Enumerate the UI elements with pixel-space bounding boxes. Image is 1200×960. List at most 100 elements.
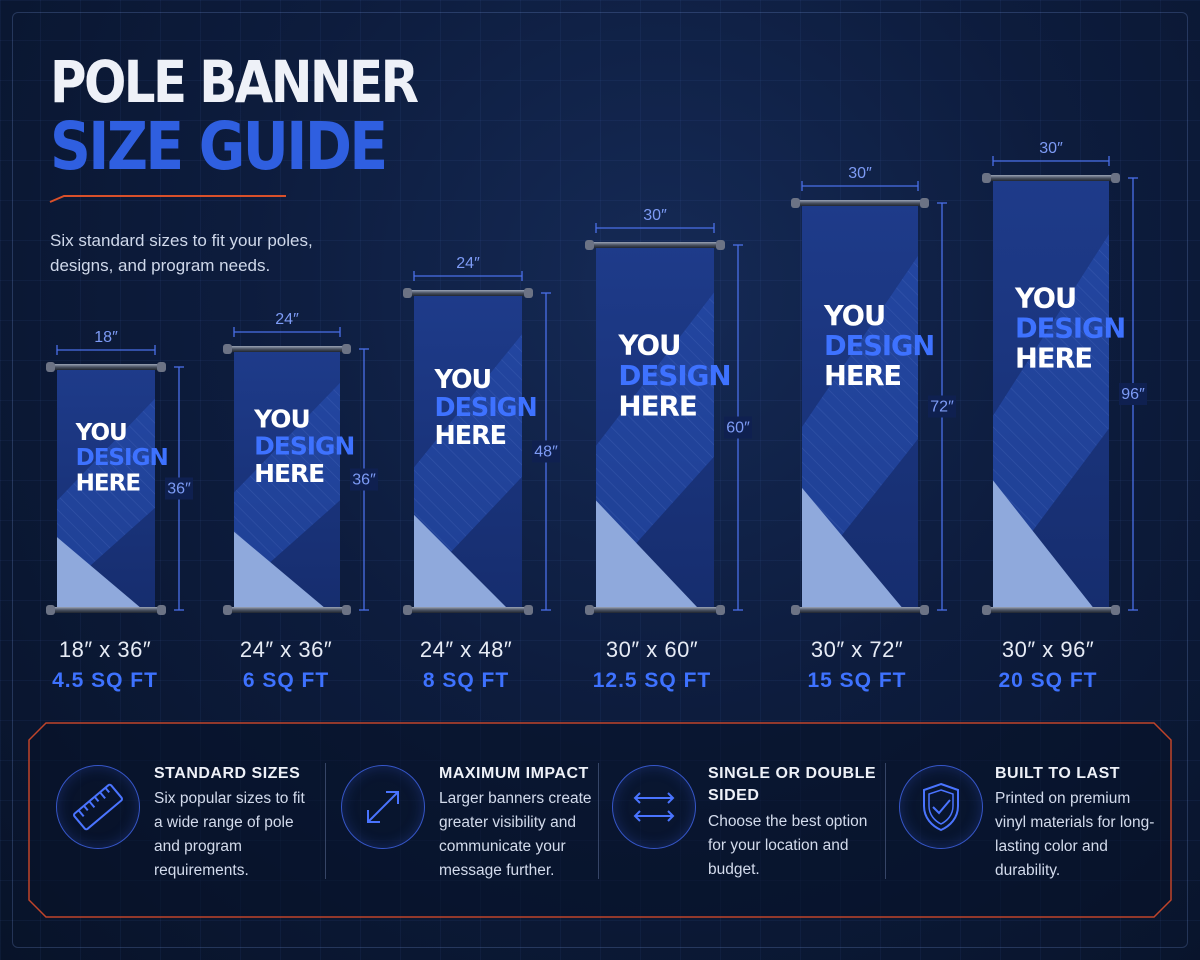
height-label-bg (724, 416, 752, 439)
diagonal-arrows-icon (341, 765, 425, 849)
shield-icon (899, 765, 983, 849)
feature-built-to-last: BUILT TO LAST Printed on premium vinyl m… (899, 745, 1161, 895)
pole-rod (50, 364, 162, 370)
banner-text-you: YOU (823, 301, 885, 332)
banner-light-corner (596, 500, 700, 610)
banner-sqft-label: 8 SQ FT (422, 669, 510, 692)
width-label: 18″ (94, 329, 118, 346)
banner-text-you: YOU (1014, 284, 1076, 315)
feature-text: Choose the best option for your location… (708, 813, 868, 878)
feature-divider (325, 763, 326, 879)
rod-end-cap (157, 362, 166, 372)
banner-sqft-label: 4.5 SQ FT (52, 669, 158, 692)
rod-end-cap (585, 605, 594, 615)
height-label-bg (928, 395, 956, 418)
feature-standard-sizes: STANDARD SIZES Six popular sizes to fit … (56, 745, 306, 895)
banner-size-label: 30″ x 72″ (810, 637, 904, 662)
feature-title: SINGLE OR DOUBLE SIDED (708, 765, 877, 804)
feature-maximum-impact: MAXIMUM IMPACT Larger banners create gre… (341, 745, 596, 895)
feature-text: Six popular sizes to fit a wide range of… (154, 790, 305, 879)
rod-end-cap (403, 605, 412, 615)
pole-rod (50, 607, 162, 613)
banner-size-label: 18″ x 36″ (58, 637, 152, 662)
banner-light-corner (234, 531, 328, 610)
banner-lineup: YOUDESIGNHERE18″36″YOUDESIGNHERE24″36″YO… (46, 140, 1147, 615)
feature-text: Printed on premium vinyl materials for l… (995, 790, 1155, 879)
height-label: 36″ (167, 481, 191, 498)
banner-text-design: DESIGN (254, 432, 354, 461)
width-label: 30″ (1039, 140, 1063, 157)
rod-end-cap (920, 198, 929, 208)
rod-end-cap (1111, 605, 1120, 615)
banner-text-design: DESIGN (1015, 314, 1125, 345)
feature-title: BUILT TO LAST (995, 765, 1121, 782)
pole-rod (589, 242, 721, 248)
height-label: 60″ (726, 420, 750, 437)
title-line-1: POLE BANNER (50, 48, 419, 116)
height-label-bg (1119, 383, 1147, 405)
height-label: 72″ (930, 399, 954, 416)
banner-text-here: HERE (435, 420, 506, 450)
feature-title: MAXIMUM IMPACT (439, 765, 589, 782)
height-label-bg (532, 440, 560, 463)
pole-rod (986, 607, 1116, 613)
banner-size-label: 30″ x 60″ (605, 637, 699, 662)
banner-text-you: YOU (253, 404, 310, 433)
ruler-icon (56, 765, 140, 849)
rod-end-cap (403, 288, 412, 298)
rod-end-cap (342, 344, 351, 354)
banner-sqft-label: 20 SQ FT (998, 669, 1098, 692)
width-label: 24″ (456, 255, 480, 272)
rod-end-cap (920, 605, 929, 615)
banner-text-here: HERE (1015, 344, 1092, 375)
feature-text: Larger banners create greater visibility… (439, 790, 592, 879)
banner-text-here: HERE (76, 471, 141, 497)
banner-text-here: HERE (824, 361, 901, 392)
outer-frame (12, 12, 1188, 948)
height-label: 48″ (534, 444, 558, 461)
banner-text-design: DESIGN (76, 445, 168, 471)
pole-rod (227, 607, 347, 613)
banner-size-label: 24″ x 48″ (419, 637, 513, 662)
pole-rod (589, 607, 721, 613)
banner-stripe-lines (802, 255, 918, 586)
features-panel (28, 722, 1172, 918)
banner-stripe-lines (57, 398, 155, 596)
feature-divider (885, 763, 886, 879)
banner-sqft-label: 6 SQ FT (242, 669, 330, 692)
rod-end-cap (982, 173, 991, 183)
feature-divider (598, 763, 599, 879)
rod-end-cap (716, 605, 725, 615)
pole-rod (986, 175, 1116, 181)
swap-arrows-icon (612, 765, 696, 849)
rod-end-cap (791, 198, 800, 208)
rod-end-cap (982, 605, 991, 615)
banner-text-here: HERE (618, 390, 696, 423)
height-label: 96″ (1121, 386, 1145, 403)
banner-stripe-lines (993, 234, 1109, 585)
banner-stripe-lines (596, 292, 714, 589)
banner-sqft-label: 15 SQ FT (807, 669, 907, 692)
pole-rod (407, 290, 529, 296)
banner-text-you: YOU (75, 420, 127, 446)
rod-end-cap (1111, 173, 1120, 183)
title-line-2: SIZE GUIDE (50, 108, 388, 185)
rod-end-cap (46, 362, 55, 372)
banner-light-corner (57, 537, 144, 610)
rod-end-cap (716, 240, 725, 250)
rod-end-cap (342, 605, 351, 615)
banner-light-corner (993, 480, 1096, 610)
banner-text-here: HERE (254, 459, 324, 488)
banner-light-corner (414, 514, 510, 610)
subtitle: Six standard sizes to fit your poles, de… (50, 231, 313, 275)
rod-end-cap (223, 344, 232, 354)
banner-size-label: 24″ x 36″ (239, 637, 333, 662)
banner-sqft-label: 12.5 SQ FT (592, 669, 712, 692)
banner-text-design: DESIGN (618, 359, 730, 392)
